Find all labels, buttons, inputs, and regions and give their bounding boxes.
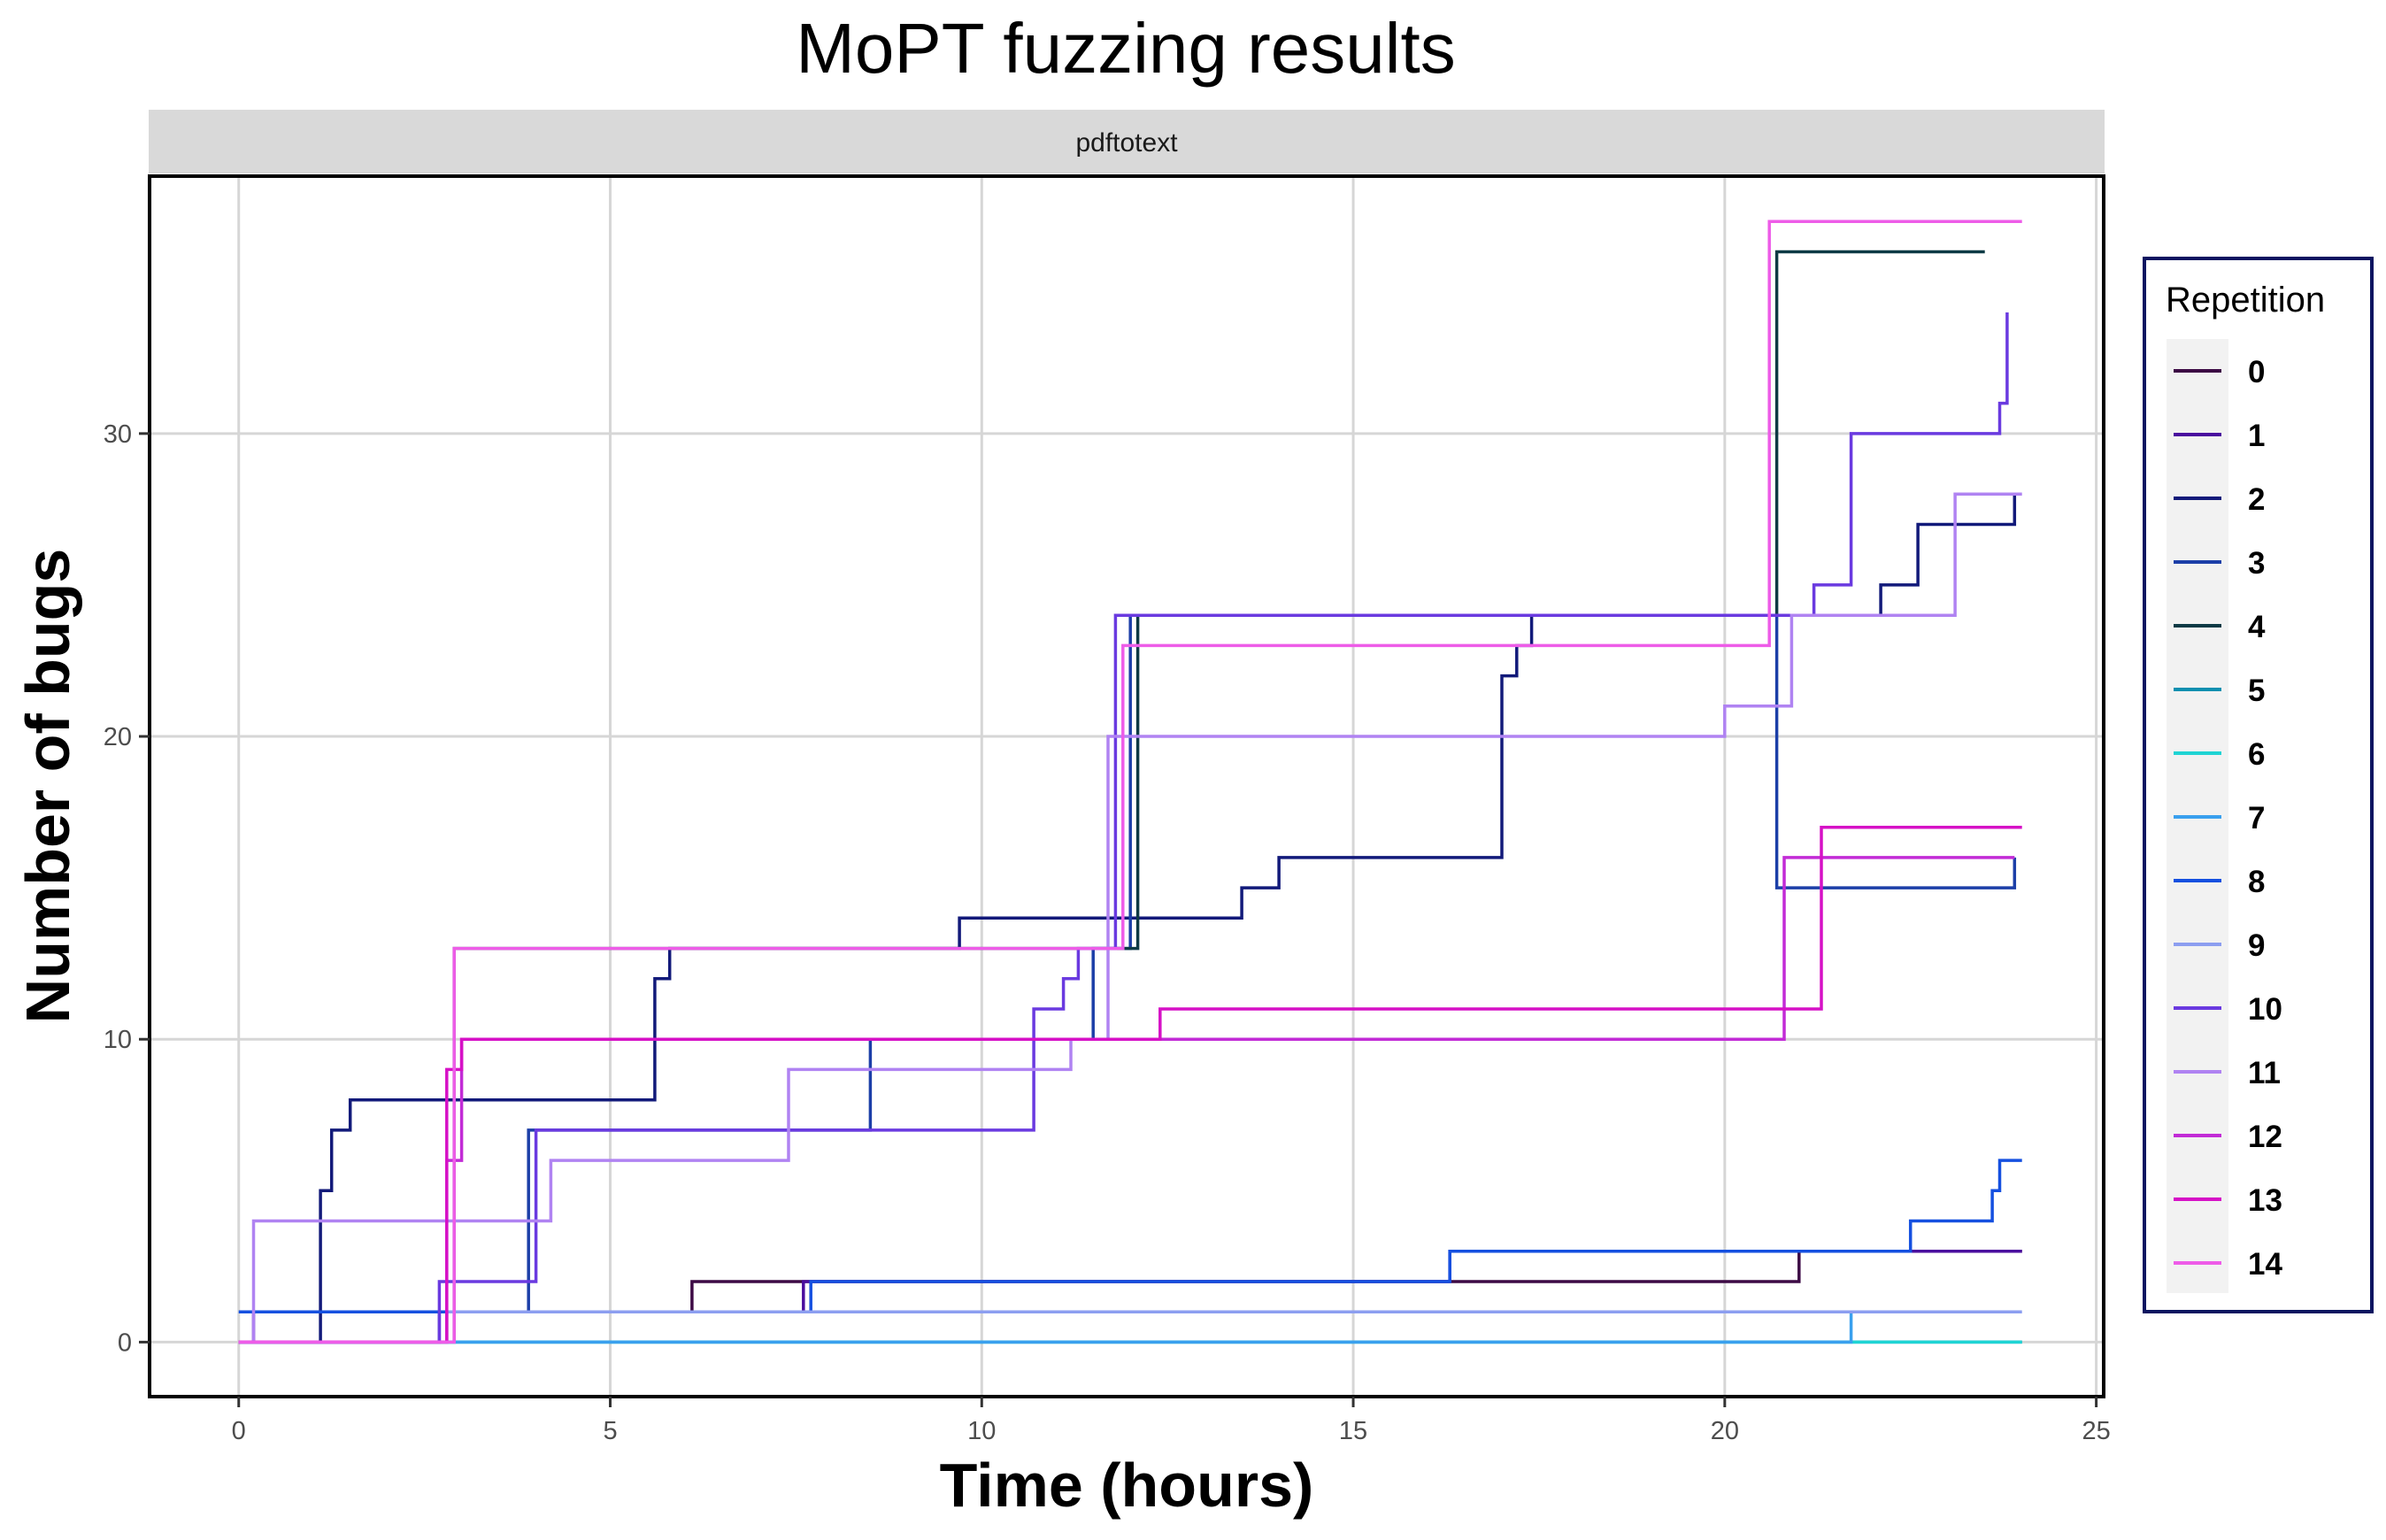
series-line-14	[238, 219, 2022, 1344]
series-lines	[238, 219, 2022, 1344]
series-line-13	[238, 825, 2022, 1344]
x-axis-title: Time (hours)	[940, 1451, 1314, 1520]
x-tick-label: 15	[1339, 1417, 1367, 1445]
legend-label-9: 9	[2248, 928, 2265, 963]
axes: 0 5 10 15 20 25 0 10 20 30	[104, 420, 2111, 1445]
x-tick-label: 10	[967, 1417, 996, 1445]
legend-label-14: 14	[2248, 1247, 2282, 1282]
legend-title: Repetition	[2166, 281, 2325, 320]
x-tick-label: 5	[603, 1417, 617, 1445]
plot-background	[150, 176, 2104, 1397]
facet-label: pdftotext	[1075, 128, 1178, 158]
x-tick-label: 20	[1711, 1417, 1739, 1445]
legend-label-4: 4	[2248, 610, 2266, 644]
facet-strip	[149, 110, 2105, 173]
legend-label-13: 13	[2248, 1183, 2282, 1218]
legend-label-5: 5	[2248, 674, 2265, 708]
x-tick-label: 25	[2082, 1417, 2110, 1445]
y-tick-label: 20	[104, 723, 132, 751]
legend-label-11: 11	[2248, 1056, 2281, 1090]
legend-label-10: 10	[2248, 992, 2282, 1027]
x-tick-label: 0	[232, 1417, 246, 1445]
legend-label-6: 6	[2248, 737, 2265, 772]
legend-label-3: 3	[2248, 546, 2265, 581]
legend-label-2: 2	[2248, 482, 2265, 517]
series-line-2	[238, 494, 2017, 1344]
legend-label-12: 12	[2248, 1120, 2282, 1154]
plot-border	[148, 174, 2105, 1398]
y-tick-label: 10	[104, 1026, 132, 1054]
legend-label-8: 8	[2248, 865, 2265, 899]
legend-label-7: 7	[2248, 801, 2265, 835]
y-tick-label: 30	[104, 420, 132, 449]
y-tick-label: 0	[118, 1328, 132, 1357]
legend-label-1: 1	[2248, 419, 2265, 453]
chart-title: MoPT fuzzing results	[796, 9, 1455, 88]
y-axis-title: Number of bugs	[13, 549, 82, 1024]
legend-label-0: 0	[2248, 355, 2265, 389]
